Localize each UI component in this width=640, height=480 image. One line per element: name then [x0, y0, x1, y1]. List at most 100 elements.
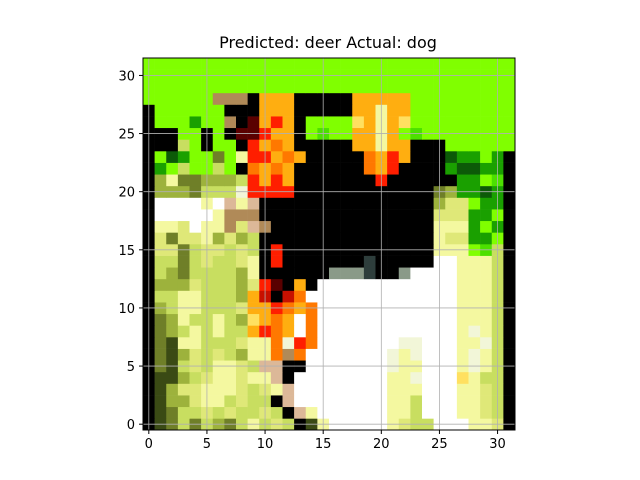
image-pixel [305, 58, 318, 70]
image-pixel [503, 151, 516, 163]
image-pixel [224, 325, 237, 338]
image-pixel [224, 313, 237, 326]
image-pixel [329, 337, 341, 349]
image-pixel [445, 197, 458, 210]
image-pixel [410, 92, 423, 105]
image-pixel [236, 209, 248, 222]
x-tick-label: 30 [489, 437, 506, 452]
image-pixel [224, 255, 237, 268]
image-pixel [166, 383, 179, 396]
image-pixel [236, 290, 248, 303]
image-pixel [340, 197, 353, 210]
image-pixel [270, 255, 283, 268]
image-pixel [154, 395, 167, 408]
image-pixel [456, 139, 469, 152]
image-pixel [352, 255, 365, 268]
image-pixel [456, 337, 469, 349]
image-pixel [270, 220, 283, 233]
image-pixel [387, 151, 400, 163]
image-pixel [166, 58, 179, 70]
image-pixel [363, 220, 376, 233]
image-pixel [305, 337, 318, 349]
image-pixel [166, 162, 179, 175]
image-pixel [456, 406, 469, 419]
image-pixel [224, 371, 237, 384]
image-pixel [329, 174, 341, 187]
image-pixel [282, 58, 295, 70]
image-pixel [340, 116, 353, 129]
image-pixel [398, 151, 411, 163]
image-pixel [387, 325, 400, 338]
image-pixel [422, 290, 434, 303]
image-pixel [270, 267, 283, 280]
image-pixel [363, 151, 376, 163]
image-pixel [189, 139, 202, 152]
image-pixel [154, 81, 167, 94]
image-pixel [236, 92, 248, 105]
x-axis-ticks: 0 5 10 15 20 25 30 [145, 430, 506, 452]
image-pixel [177, 139, 190, 152]
image-pixel [352, 151, 365, 163]
image-pixel [154, 406, 167, 419]
image-pixel [329, 383, 341, 396]
image-pixel [410, 139, 423, 152]
image-pixel [363, 290, 376, 303]
image-pixel [480, 174, 493, 187]
image-pixel [247, 92, 260, 105]
image-pixel [224, 209, 237, 222]
image-pixel [270, 325, 283, 338]
image-pixel [177, 209, 190, 222]
image-pixel [224, 337, 237, 349]
image-pixel [352, 395, 365, 408]
image-pixel [398, 139, 411, 152]
image-pixel [468, 313, 481, 326]
image-pixel [282, 92, 295, 105]
image-pixel [329, 81, 341, 94]
image-pixel [154, 255, 167, 268]
image-pixel [398, 81, 411, 94]
image-pixel [236, 395, 248, 408]
image-pixel [422, 395, 434, 408]
image-pixel [340, 104, 353, 117]
image-pixel [212, 116, 225, 129]
image-pixel [247, 348, 260, 361]
image-pixel [224, 162, 237, 175]
image-pixel [305, 267, 318, 280]
image-pixel [166, 139, 179, 152]
image-pixel [480, 395, 493, 408]
image-pixel [445, 406, 458, 419]
image-pixel [294, 267, 307, 280]
image-pixel [189, 220, 202, 233]
image-pixel [340, 174, 353, 187]
image-pixel [352, 325, 365, 338]
image-pixel [422, 220, 434, 233]
image-pixel [177, 232, 190, 245]
image-pixel [422, 92, 434, 105]
image-pixel [503, 371, 516, 384]
image-pixel [363, 383, 376, 396]
image-pixel [410, 197, 423, 210]
image-pixel [247, 58, 260, 70]
image-pixel [154, 92, 167, 105]
image-pixel [166, 371, 179, 384]
image-pixel [410, 267, 423, 280]
image-pixel [294, 371, 307, 384]
image-pixel [329, 116, 341, 129]
image-pixel [398, 197, 411, 210]
image-pixel [270, 92, 283, 105]
image-pixel [224, 151, 237, 163]
image-pixel [166, 81, 179, 94]
image-pixel [212, 92, 225, 105]
image-pixel [329, 232, 341, 245]
image-pixel [480, 151, 493, 163]
image-pixel [445, 92, 458, 105]
image-pixel [236, 174, 248, 187]
image-pixel [282, 406, 295, 419]
image-pixel [329, 58, 341, 70]
image-pixel [177, 325, 190, 338]
image-pixel [398, 371, 411, 384]
image-pixel [503, 116, 516, 129]
image-pixel [410, 220, 423, 233]
image-pixel [247, 278, 260, 291]
